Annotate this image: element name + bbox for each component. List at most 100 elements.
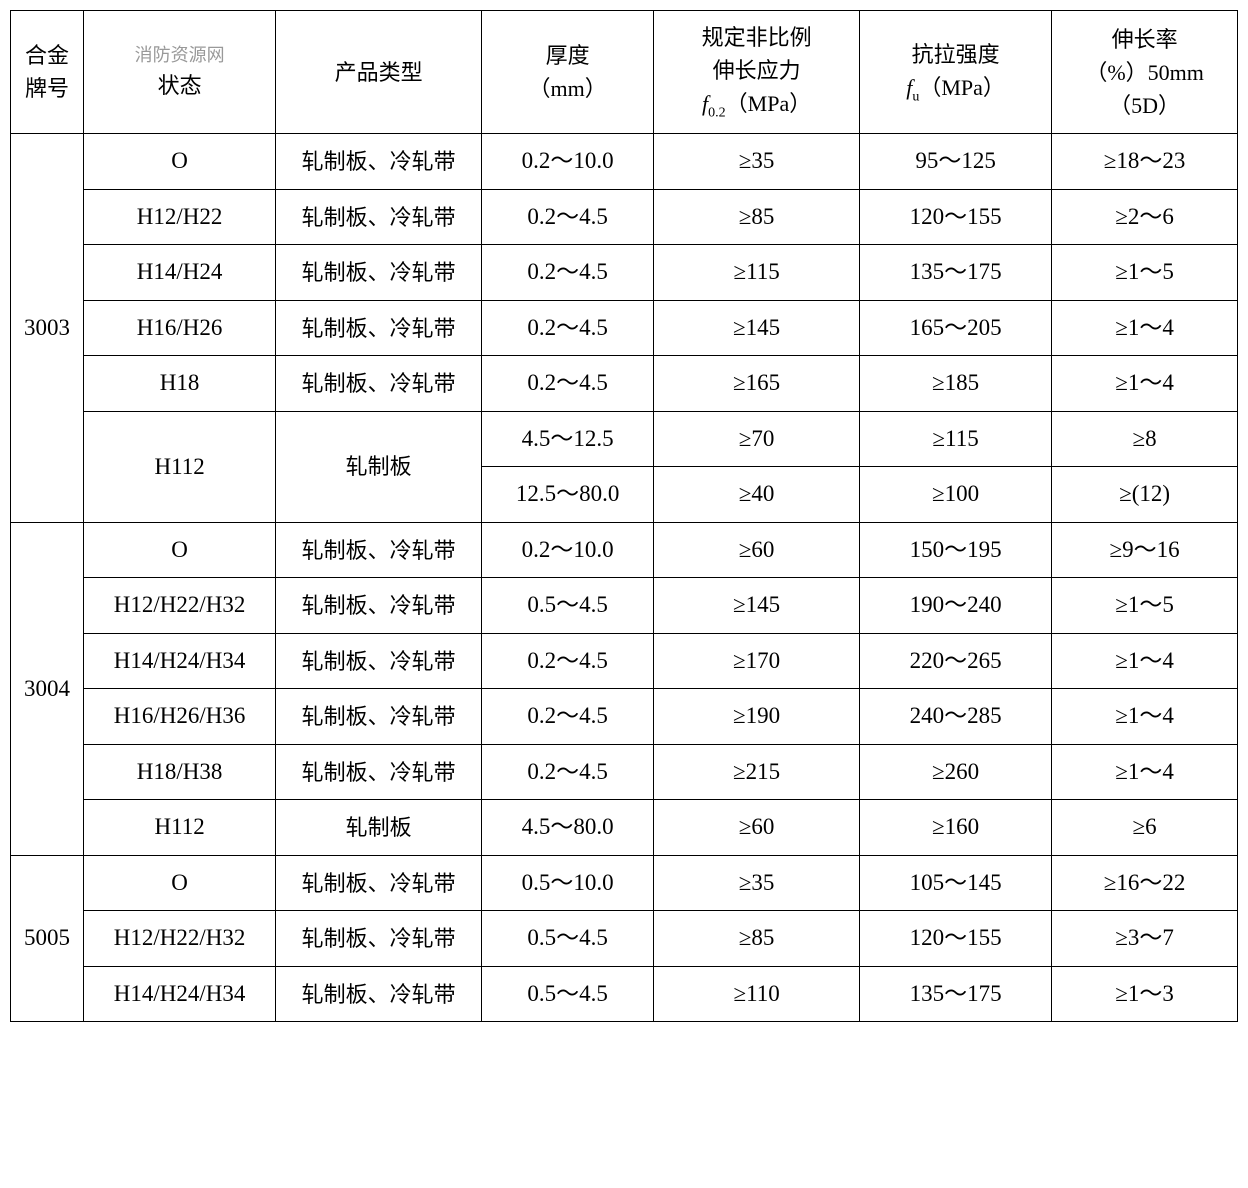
cell-state: O	[83, 522, 275, 578]
table-row: H112轧制板4.5～12.5≥70≥115≥8	[11, 411, 1238, 467]
table-row: H14/H24/H34轧制板、冷轧带0.5～4.5≥110135～175≥1～3	[11, 966, 1238, 1022]
header-elongation: 伸长率 （%）50mm （5D）	[1052, 11, 1238, 134]
cell-thickness: 4.5～12.5	[481, 411, 653, 467]
cell-tensile: 135～175	[859, 245, 1051, 301]
cell-elongation: ≥1～4	[1052, 744, 1238, 800]
table-row: 3003O轧制板、冷轧带0.2～10.0≥3595～125≥18～23	[11, 134, 1238, 190]
cell-tensile: 190～240	[859, 578, 1051, 634]
cell-tensile: 120～155	[859, 189, 1051, 245]
cell-state: H14/H24/H34	[83, 633, 275, 689]
cell-product: 轧制板、冷轧带	[276, 744, 482, 800]
cell-state: H12/H22/H32	[83, 578, 275, 634]
table-row: H14/H24轧制板、冷轧带0.2～4.5≥115135～175≥1～5	[11, 245, 1238, 301]
cell-thickness: 4.5～80.0	[481, 800, 653, 856]
cell-proof-stress: ≥40	[654, 467, 860, 523]
cell-state: H14/H24/H34	[83, 966, 275, 1022]
cell-tensile: 220～265	[859, 633, 1051, 689]
cell-elongation: ≥6	[1052, 800, 1238, 856]
table-row: H12/H22/H32轧制板、冷轧带0.5～4.5≥145190～240≥1～5	[11, 578, 1238, 634]
header-state: 消防资源网 状态	[83, 11, 275, 134]
cell-elongation: ≥9～16	[1052, 522, 1238, 578]
cell-alloy: 3003	[11, 134, 84, 523]
cell-elongation: ≥18～23	[1052, 134, 1238, 190]
header-proof-stress: 规定非比例 伸长应力 f0.2（MPa）	[654, 11, 860, 134]
cell-elongation: ≥(12)	[1052, 467, 1238, 523]
cell-thickness: 0.5～4.5	[481, 578, 653, 634]
cell-product: 轧制板	[276, 411, 482, 522]
cell-state: H18/H38	[83, 744, 275, 800]
cell-thickness: 0.2～4.5	[481, 689, 653, 745]
cell-elongation: ≥8	[1052, 411, 1238, 467]
cell-tensile: ≥185	[859, 356, 1051, 412]
cell-thickness: 0.2～10.0	[481, 134, 653, 190]
cell-elongation: ≥1～3	[1052, 966, 1238, 1022]
table-row: H18/H38轧制板、冷轧带0.2～4.5≥215≥260≥1～4	[11, 744, 1238, 800]
cell-state: H16/H26/H36	[83, 689, 275, 745]
cell-proof-stress: ≥60	[654, 522, 860, 578]
cell-thickness: 12.5～80.0	[481, 467, 653, 523]
cell-elongation: ≥16～22	[1052, 855, 1238, 911]
cell-proof-stress: ≥110	[654, 966, 860, 1022]
table-row: H18轧制板、冷轧带0.2～4.5≥165≥185≥1～4	[11, 356, 1238, 412]
cell-thickness: 0.2～4.5	[481, 633, 653, 689]
cell-thickness: 0.5～10.0	[481, 855, 653, 911]
cell-state: H16/H26	[83, 300, 275, 356]
cell-product: 轧制板、冷轧带	[276, 245, 482, 301]
cell-tensile: 135～175	[859, 966, 1051, 1022]
cell-product: 轧制板、冷轧带	[276, 689, 482, 745]
cell-tensile: ≥260	[859, 744, 1051, 800]
cell-tensile: 105～145	[859, 855, 1051, 911]
header-tensile-strength: 抗拉强度 fu（MPa）	[859, 11, 1051, 134]
cell-thickness: 0.2～4.5	[481, 189, 653, 245]
header-alloy: 合金 牌号	[11, 11, 84, 134]
cell-elongation: ≥3～7	[1052, 911, 1238, 967]
cell-elongation: ≥1～5	[1052, 578, 1238, 634]
cell-proof-stress: ≥190	[654, 689, 860, 745]
cell-product: 轧制板、冷轧带	[276, 134, 482, 190]
cell-tensile: 240～285	[859, 689, 1051, 745]
cell-thickness: 0.5～4.5	[481, 911, 653, 967]
cell-product: 轧制板、冷轧带	[276, 855, 482, 911]
cell-elongation: ≥1～4	[1052, 633, 1238, 689]
cell-proof-stress: ≥85	[654, 189, 860, 245]
cell-thickness: 0.2～4.5	[481, 744, 653, 800]
cell-proof-stress: ≥145	[654, 578, 860, 634]
cell-thickness: 0.5～4.5	[481, 966, 653, 1022]
cell-proof-stress: ≥35	[654, 855, 860, 911]
table-row: H12/H22/H32轧制板、冷轧带0.5～4.5≥85120～155≥3～7	[11, 911, 1238, 967]
cell-proof-stress: ≥60	[654, 800, 860, 856]
cell-proof-stress: ≥165	[654, 356, 860, 412]
cell-elongation: ≥1～5	[1052, 245, 1238, 301]
cell-product: 轧制板、冷轧带	[276, 633, 482, 689]
alloy-properties-table: 合金 牌号 消防资源网 状态 产品类型 厚度 （mm） 规定非比例 伸长应力 f…	[10, 10, 1238, 1022]
cell-state: O	[83, 855, 275, 911]
cell-elongation: ≥1～4	[1052, 300, 1238, 356]
header-thickness: 厚度 （mm）	[481, 11, 653, 134]
cell-product: 轧制板	[276, 800, 482, 856]
table-row: H14/H24/H34轧制板、冷轧带0.2～4.5≥170220～265≥1～4	[11, 633, 1238, 689]
cell-proof-stress: ≥170	[654, 633, 860, 689]
cell-product: 轧制板、冷轧带	[276, 189, 482, 245]
cell-thickness: 0.2～10.0	[481, 522, 653, 578]
cell-product: 轧制板、冷轧带	[276, 356, 482, 412]
cell-state: H112	[83, 800, 275, 856]
table-row: 5005O轧制板、冷轧带0.5～10.0≥35105～145≥16～22	[11, 855, 1238, 911]
cell-state: H12/H22	[83, 189, 275, 245]
table-row: 3004O轧制板、冷轧带0.2～10.0≥60150～195≥9～16	[11, 522, 1238, 578]
cell-state: O	[83, 134, 275, 190]
cell-tensile: ≥160	[859, 800, 1051, 856]
cell-tensile: 95～125	[859, 134, 1051, 190]
cell-product: 轧制板、冷轧带	[276, 966, 482, 1022]
cell-state: H112	[83, 411, 275, 522]
table-row: H16/H26轧制板、冷轧带0.2～4.5≥145165～205≥1～4	[11, 300, 1238, 356]
header-product-type: 产品类型	[276, 11, 482, 134]
cell-proof-stress: ≥35	[654, 134, 860, 190]
cell-product: 轧制板、冷轧带	[276, 300, 482, 356]
cell-thickness: 0.2～4.5	[481, 356, 653, 412]
cell-state: H18	[83, 356, 275, 412]
cell-thickness: 0.2～4.5	[481, 300, 653, 356]
cell-proof-stress: ≥115	[654, 245, 860, 301]
cell-elongation: ≥1～4	[1052, 689, 1238, 745]
cell-proof-stress: ≥70	[654, 411, 860, 467]
cell-thickness: 0.2～4.5	[481, 245, 653, 301]
